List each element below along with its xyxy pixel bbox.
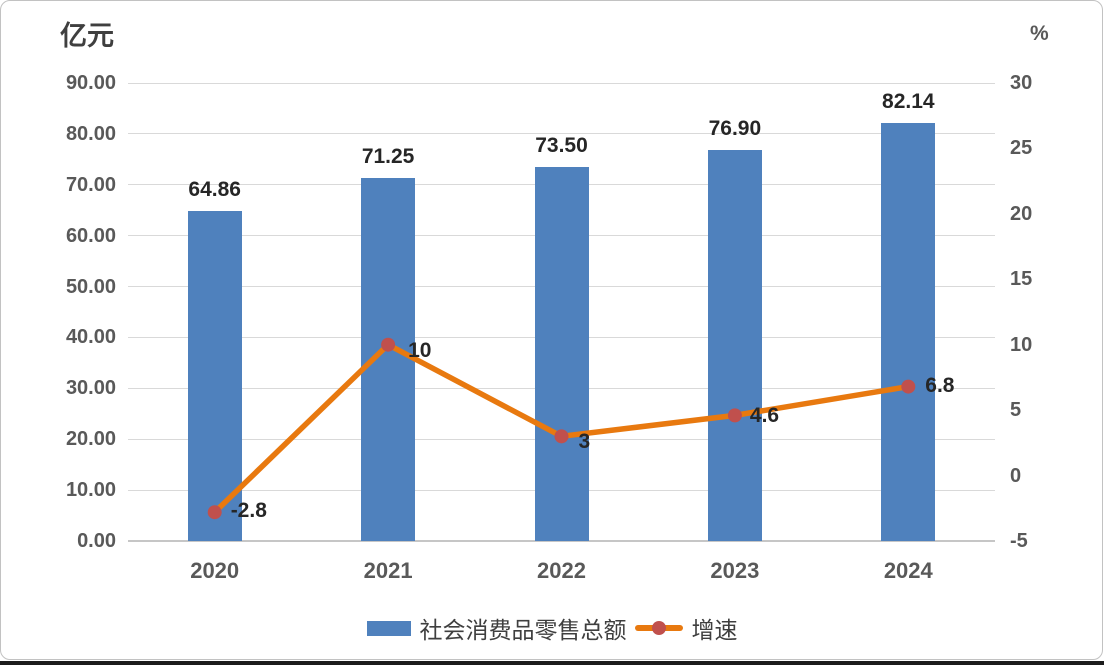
y-axis-tick-right: 20 xyxy=(1010,202,1033,225)
y-axis-tick-left: 30.00 xyxy=(65,377,116,400)
y-axis-tick-left: 0.00 xyxy=(77,530,116,552)
y-axis-tick-left: 50.00 xyxy=(65,275,116,298)
gridline xyxy=(128,336,995,338)
gridline xyxy=(128,235,995,237)
growth-line xyxy=(211,341,912,515)
bar-2024 xyxy=(881,122,936,541)
x-axis-label: 2024 xyxy=(883,558,933,583)
gridline xyxy=(128,489,995,491)
gridline xyxy=(128,387,995,389)
bar-value-label: 82.14 xyxy=(882,89,935,113)
y-axis-tick-left: 20.00 xyxy=(65,428,116,451)
gridline xyxy=(128,133,995,135)
line-marker-icon xyxy=(554,429,569,444)
y-axis-tick-left: 10.00 xyxy=(65,479,116,502)
line-marker-icon xyxy=(901,379,916,394)
right-axis-title: % xyxy=(1030,22,1049,45)
bar-2021 xyxy=(361,178,416,541)
legend-item-growth: 增速 xyxy=(634,611,738,645)
y-axis-tick-right: -5 xyxy=(1010,530,1028,552)
x-axis-label: 2021 xyxy=(363,558,413,583)
y-axis-tick-right: 30 xyxy=(1010,72,1033,94)
legend-label-growth: 增速 xyxy=(691,617,738,643)
y-axis-tick-left: 90.00 xyxy=(65,72,116,94)
bar-2023 xyxy=(707,149,762,541)
x-axis-label: 2020 xyxy=(190,558,240,583)
line-marker-icon xyxy=(207,505,222,520)
bar-2022 xyxy=(534,166,589,541)
y-axis-tick-right: 0 xyxy=(1010,464,1022,487)
legend-line-swatch-icon xyxy=(634,621,683,635)
y-axis-tick-right: 25 xyxy=(1010,137,1033,160)
legend-label-retail: 社会消费品零售总额 xyxy=(419,617,627,643)
bottom-edge-line xyxy=(0,661,1104,665)
gridline xyxy=(128,540,995,542)
line-value-label: 4.6 xyxy=(749,404,780,428)
x-axis-label: 2022 xyxy=(537,558,586,583)
gridline xyxy=(128,184,995,186)
bar-value-label: 64.86 xyxy=(188,177,241,201)
line-value-label: 10 xyxy=(408,338,432,362)
y-axis-tick-right: 10 xyxy=(1010,333,1033,356)
line-marker-icon xyxy=(381,337,396,352)
y-axis-tick-left: 80.00 xyxy=(65,122,116,145)
line-value-label: 6.8 xyxy=(925,373,955,397)
legend-line-marker-icon xyxy=(651,621,666,635)
legend-bar-swatch-icon xyxy=(366,620,411,636)
line-value-label: 3 xyxy=(578,430,591,454)
legend-item-retail: 社会消费品零售总额 xyxy=(366,611,627,645)
gridline xyxy=(128,438,995,440)
y-axis-tick-left: 70.00 xyxy=(65,173,116,196)
left-axis-title: 亿元 xyxy=(60,21,114,51)
bar-value-label: 76.90 xyxy=(708,116,762,140)
gridline xyxy=(128,286,995,288)
gridline xyxy=(128,82,995,84)
y-axis-tick-left: 60.00 xyxy=(65,224,116,247)
bar-value-label: 71.25 xyxy=(361,145,415,169)
legend: 社会消费品零售总额 增速 xyxy=(0,611,1104,645)
y-axis-tick-right: 15 xyxy=(1010,268,1033,291)
line-value-label: -2.8 xyxy=(230,499,267,523)
y-axis-tick-right: 5 xyxy=(1010,399,1022,422)
y-axis-tick-left: 40.00 xyxy=(65,326,116,349)
bar-value-label: 73.50 xyxy=(535,133,588,157)
bar-2020 xyxy=(187,210,242,541)
x-axis-label: 2023 xyxy=(710,558,760,583)
line-marker-icon xyxy=(727,408,742,423)
